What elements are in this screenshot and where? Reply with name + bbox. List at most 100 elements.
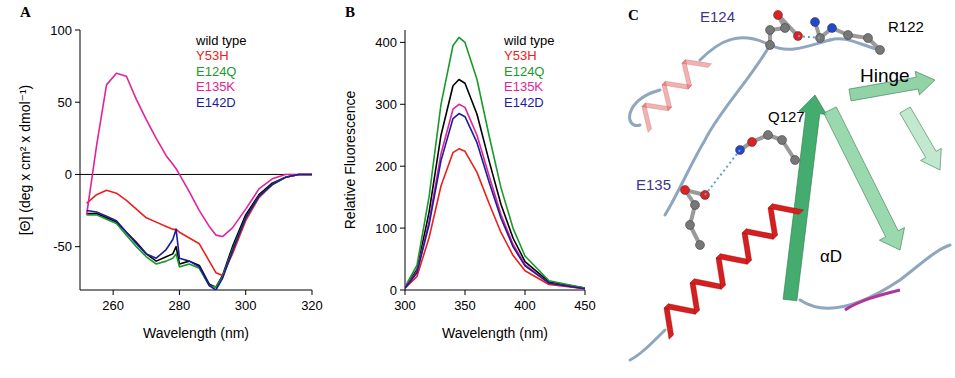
x-tick: [245, 290, 246, 295]
legend-entry: E124Q: [196, 64, 236, 79]
y-tick: [400, 290, 405, 291]
x-axis-title: Wavelength (nm): [442, 325, 548, 341]
loop-magenta: [845, 290, 900, 310]
legend-entry: wild type: [503, 33, 555, 48]
atom: [781, 24, 790, 33]
beta-strand: [824, 107, 905, 250]
loop: [665, 45, 770, 215]
series-line: [405, 114, 585, 289]
panel-letter: C: [628, 7, 639, 23]
y-tick-label: -50: [53, 239, 72, 254]
legend: wild typeY53HE124QE135KE142D: [195, 33, 247, 110]
zero-line: [80, 174, 312, 175]
y-tick-label: 400: [375, 35, 397, 50]
legend-entry: E142D: [504, 95, 544, 110]
y-tick-label: 100: [50, 23, 72, 38]
atom: [686, 221, 695, 230]
atom: [681, 186, 690, 195]
y-axis-title: Relative Fluorescence: [342, 91, 358, 230]
loop: [830, 39, 880, 50]
series-line: [405, 104, 585, 288]
y-tick-label: 100: [375, 221, 397, 236]
x-tick: [405, 290, 406, 295]
panel-1: 0100200300400300350400450Wavelength (nm)…: [342, 4, 596, 341]
x-tick-label: 300: [394, 298, 416, 313]
atom: [764, 131, 773, 140]
panel-letter: B: [345, 4, 355, 20]
x-tick: [312, 290, 313, 295]
x-tick: [113, 290, 114, 295]
atom: [791, 156, 800, 165]
x-axis: [80, 290, 312, 291]
series-line: [87, 174, 312, 287]
atom: [696, 241, 705, 250]
loop: [630, 330, 665, 360]
y-tick: [400, 42, 405, 43]
h-bond: [705, 150, 740, 195]
legend-entry: wild type: [195, 33, 247, 48]
atom: [864, 34, 873, 43]
structure-label: R122: [888, 18, 924, 35]
y-tick-label: 300: [375, 97, 397, 112]
structure-label: Q127: [768, 108, 805, 125]
atom: [778, 136, 787, 145]
y-axis: [405, 30, 406, 290]
x-axis-title: Wavelength (nm): [143, 325, 249, 341]
legend-entry: E124Q: [504, 64, 544, 79]
beta-strand: [900, 107, 942, 170]
structure-label: E124: [700, 8, 735, 25]
plot-area: [405, 37, 585, 288]
y-tick-label: 50: [58, 95, 72, 110]
panel-0: -50 0 50 100 260 280 300 320 Wavelength (nm) [Θ] …: [17, 4, 323, 341]
atom: [844, 31, 853, 40]
series-line: [405, 80, 585, 289]
y-tick: [75, 30, 80, 31]
y-tick-label: 200: [375, 159, 397, 174]
beta-strand: [783, 95, 827, 301]
y-axis: [80, 30, 81, 290]
x-tick: [179, 290, 180, 295]
plot-area: [87, 73, 312, 290]
y-tick-label: 0: [390, 283, 397, 298]
helix-background: [682, 60, 712, 68]
structure-label: E135: [636, 176, 671, 193]
structure-panel: CE124R122HingeQ127E135αD: [628, 7, 950, 360]
x-tick-label: 300: [235, 298, 257, 313]
y-axis-title: [Θ] (deg x cm² x dmol⁻¹): [17, 85, 33, 236]
series-line: [87, 174, 312, 290]
x-tick: [465, 290, 466, 295]
x-tick-label: 280: [169, 298, 191, 313]
atom: [691, 201, 700, 210]
x-tick-label: 350: [454, 298, 476, 313]
series-line: [405, 37, 585, 288]
y-tick: [400, 228, 405, 229]
y-tick: [75, 246, 80, 247]
x-axis: [405, 290, 585, 291]
legend-entry: Y53H: [196, 48, 229, 63]
y-tick: [400, 166, 405, 167]
y-tick-label: 0: [65, 167, 72, 182]
loop: [700, 38, 830, 60]
legend: wild typeY53HE124QE135KE142D: [503, 33, 555, 110]
atom: [774, 11, 783, 20]
helix-alphaD: [768, 204, 804, 215]
x-tick-label: 260: [102, 298, 124, 313]
x-tick: [525, 290, 526, 295]
legend-entry: E135K: [504, 79, 543, 94]
y-tick: [400, 104, 405, 105]
legend-entry: Y53H: [504, 48, 537, 63]
x-tick-label: 450: [574, 298, 596, 313]
loop: [630, 90, 660, 126]
x-tick-label: 320: [301, 298, 323, 313]
atom: [828, 24, 837, 33]
x-tick: [585, 290, 586, 295]
series-line: [87, 174, 312, 287]
y-tick: [75, 102, 80, 103]
series-line: [87, 73, 312, 236]
atom: [811, 18, 820, 27]
h-bond: [798, 36, 820, 38]
legend-entry: E142D: [196, 95, 236, 110]
loop: [800, 245, 950, 308]
panel-letter: A: [20, 4, 31, 20]
atom: [876, 46, 885, 55]
